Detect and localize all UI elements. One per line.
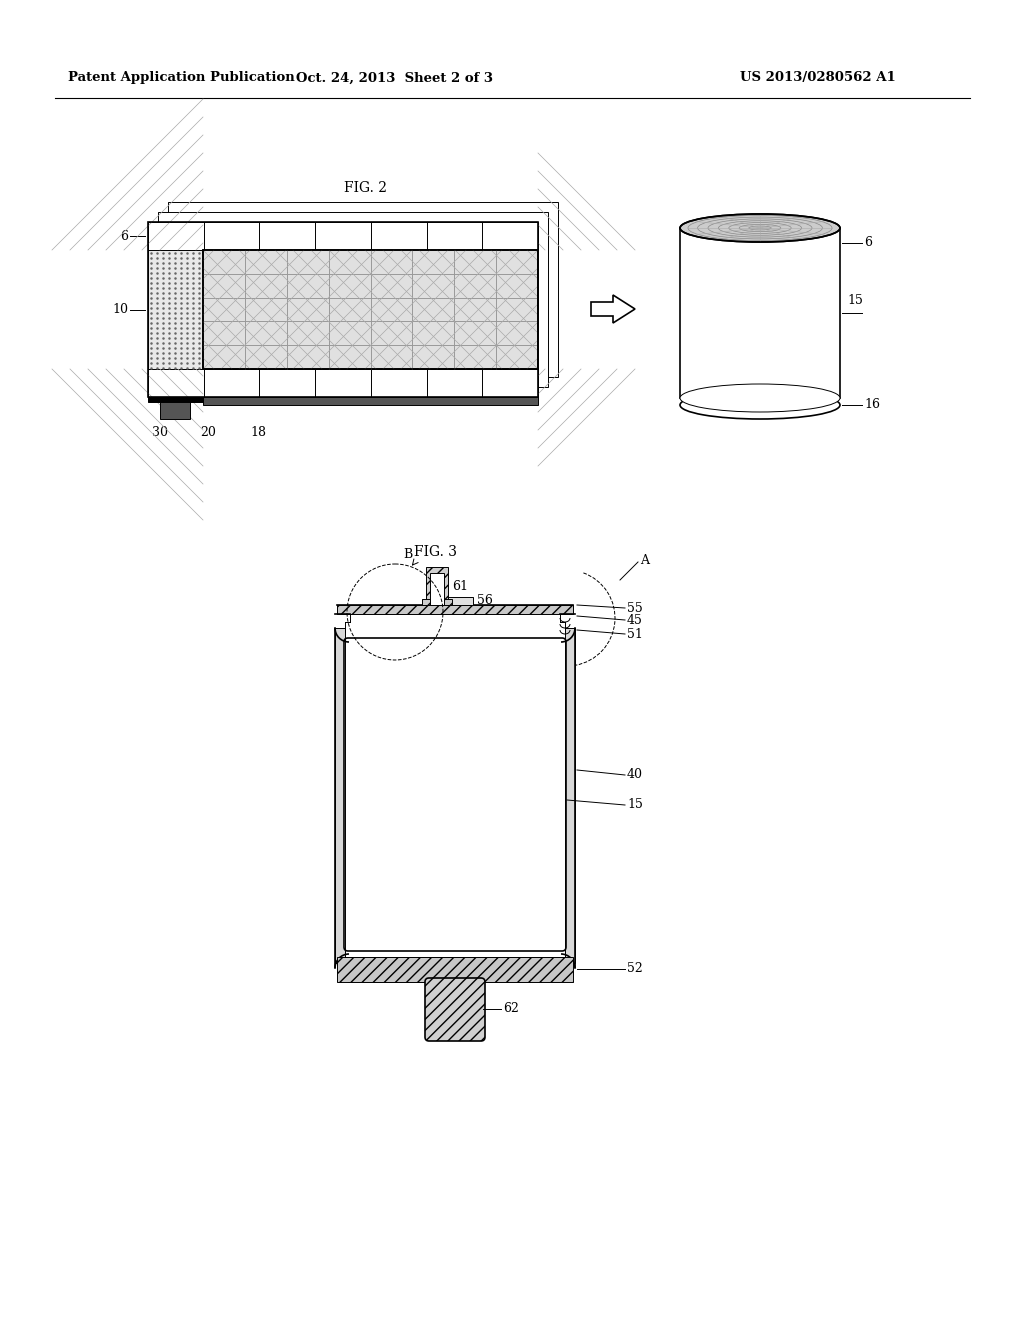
Bar — [148, 222, 538, 397]
Text: 10: 10 — [112, 304, 128, 315]
Text: 62: 62 — [503, 1002, 519, 1015]
Bar — [148, 222, 538, 249]
Bar — [148, 397, 203, 403]
Text: B: B — [403, 549, 413, 561]
Bar — [422, 599, 452, 605]
Bar — [426, 568, 449, 605]
Bar — [148, 370, 538, 397]
Text: 45: 45 — [627, 614, 643, 627]
Text: 55: 55 — [627, 602, 643, 615]
Ellipse shape — [680, 384, 840, 412]
Text: Oct. 24, 2013  Sheet 2 of 3: Oct. 24, 2013 Sheet 2 of 3 — [297, 71, 494, 84]
Bar — [335, 628, 345, 964]
Bar — [337, 957, 573, 982]
Text: FIG. 3: FIG. 3 — [414, 545, 457, 558]
Bar — [203, 249, 538, 370]
Text: 40: 40 — [627, 768, 643, 781]
Bar — [203, 397, 538, 405]
FancyBboxPatch shape — [344, 638, 566, 950]
Text: 6: 6 — [864, 236, 872, 249]
Text: FIG. 2: FIG. 2 — [343, 181, 386, 195]
Ellipse shape — [680, 391, 840, 418]
FancyBboxPatch shape — [425, 978, 485, 1041]
Text: 61: 61 — [452, 579, 468, 593]
Text: 16: 16 — [864, 399, 880, 412]
Ellipse shape — [680, 214, 840, 242]
Text: 52: 52 — [627, 962, 643, 975]
Bar — [203, 249, 538, 370]
Text: 20: 20 — [200, 426, 216, 440]
Text: A: A — [640, 553, 649, 566]
Bar — [160, 397, 190, 418]
Bar — [337, 605, 573, 614]
Text: Patent Application Publication: Patent Application Publication — [68, 71, 295, 84]
Text: 6: 6 — [120, 230, 128, 243]
Text: 56: 56 — [477, 594, 493, 607]
Text: 51: 51 — [627, 627, 643, 640]
Text: US 2013/0280562 A1: US 2013/0280562 A1 — [740, 71, 896, 84]
Bar — [430, 573, 444, 605]
Bar — [148, 249, 203, 370]
Text: 15: 15 — [847, 294, 863, 308]
Bar — [168, 202, 558, 378]
Bar — [158, 213, 548, 387]
Text: 15: 15 — [627, 799, 643, 812]
Bar — [438, 597, 473, 605]
Bar — [565, 628, 575, 964]
Polygon shape — [591, 294, 635, 323]
Text: 30: 30 — [152, 426, 168, 440]
Text: 18: 18 — [250, 426, 266, 440]
